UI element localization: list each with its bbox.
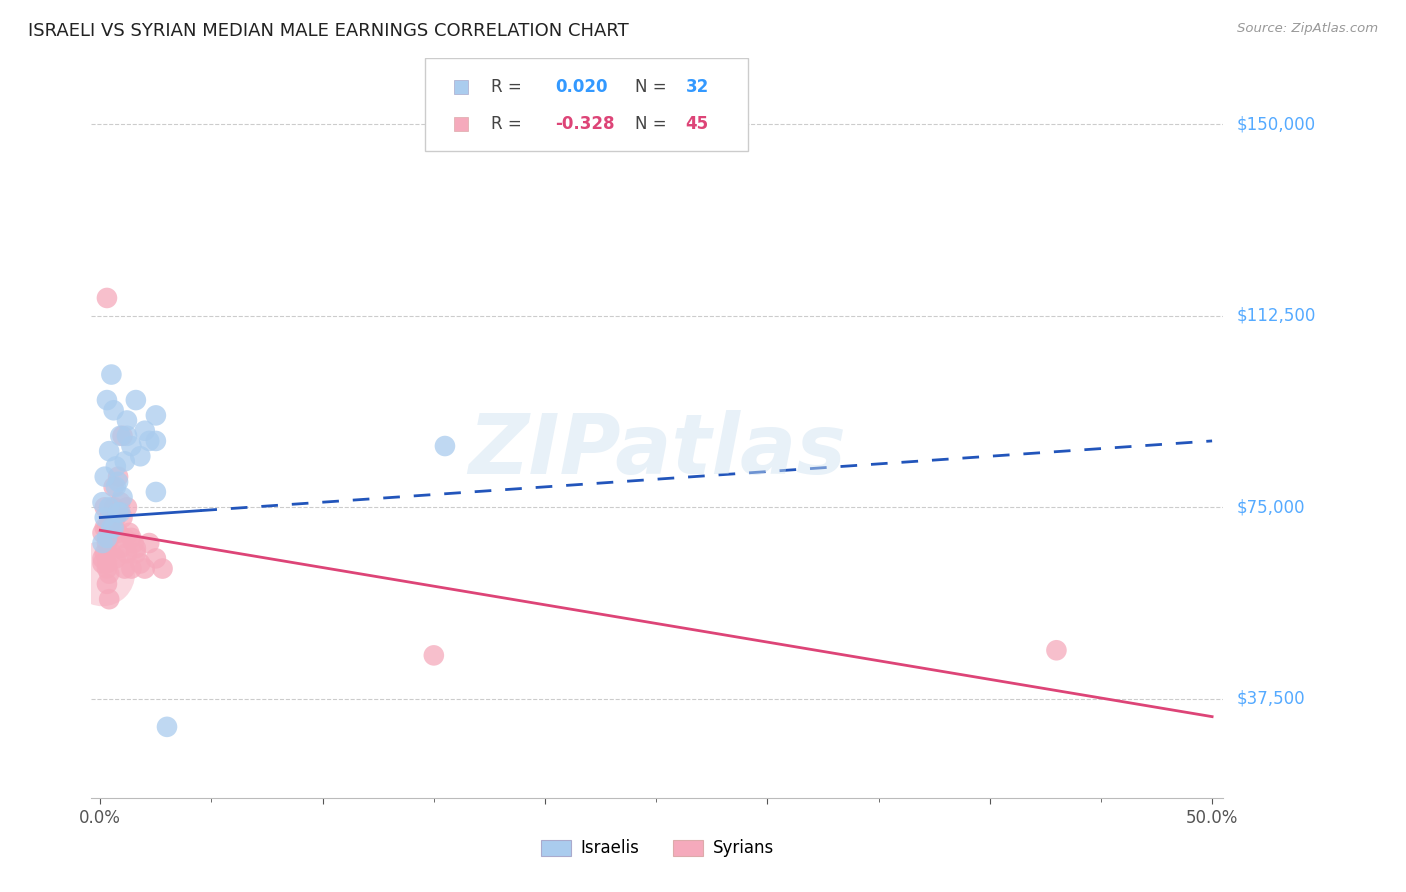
Text: ISRAELI VS SYRIAN MEDIAN MALE EARNINGS CORRELATION CHART: ISRAELI VS SYRIAN MEDIAN MALE EARNINGS C… <box>28 22 628 40</box>
Text: 32: 32 <box>686 78 709 96</box>
Point <box>111 429 134 443</box>
Point <box>145 485 167 500</box>
Point <box>156 720 179 734</box>
Point <box>104 551 127 566</box>
Point <box>100 516 122 530</box>
Point <box>120 439 142 453</box>
Text: $150,000: $150,000 <box>1237 115 1316 134</box>
Point <box>93 500 115 515</box>
Point <box>107 505 129 519</box>
Point <box>145 551 167 566</box>
Point <box>103 500 125 515</box>
Point <box>129 557 152 571</box>
Point <box>91 557 114 571</box>
Point <box>129 449 152 463</box>
Text: $112,500: $112,500 <box>1237 307 1316 325</box>
Point <box>96 291 118 305</box>
Point <box>96 577 118 591</box>
Point <box>91 566 114 581</box>
Point <box>433 439 456 453</box>
Point <box>96 393 118 408</box>
Point <box>93 469 115 483</box>
Point <box>93 546 115 560</box>
Point <box>103 480 125 494</box>
Text: R =: R = <box>491 78 527 96</box>
Point <box>98 531 121 545</box>
Point <box>96 531 118 545</box>
FancyBboxPatch shape <box>425 58 748 151</box>
Point <box>91 536 114 550</box>
Point <box>110 429 132 443</box>
Point <box>93 521 115 535</box>
Point <box>98 566 121 581</box>
Text: R =: R = <box>491 115 527 133</box>
Legend: Israelis, Syrians: Israelis, Syrians <box>534 833 780 864</box>
Point <box>152 561 174 575</box>
Point <box>1045 643 1067 657</box>
Point <box>138 536 160 550</box>
Point <box>100 521 122 535</box>
Text: Source: ZipAtlas.com: Source: ZipAtlas.com <box>1237 22 1378 36</box>
Point <box>96 557 118 571</box>
Text: N =: N = <box>634 115 672 133</box>
Point <box>98 444 121 458</box>
Point <box>120 561 142 575</box>
Point <box>125 546 148 560</box>
Point <box>96 536 118 550</box>
Point <box>91 525 114 540</box>
Point <box>115 413 138 427</box>
Point <box>134 424 156 438</box>
Point <box>110 505 132 519</box>
Text: ZIPatlas: ZIPatlas <box>468 409 846 491</box>
Point <box>115 546 138 560</box>
Point <box>114 454 136 468</box>
Point <box>111 510 134 524</box>
Point <box>122 536 145 550</box>
Point <box>107 475 129 489</box>
Point <box>114 531 136 545</box>
Point <box>98 592 121 607</box>
Point <box>103 403 125 417</box>
Point <box>125 393 148 408</box>
Point <box>100 546 122 560</box>
Text: $37,500: $37,500 <box>1237 690 1306 707</box>
Point <box>111 490 134 504</box>
Point <box>103 521 125 535</box>
Point <box>104 459 127 474</box>
Point <box>100 368 122 382</box>
Point <box>98 510 121 524</box>
Point <box>98 500 121 515</box>
Point <box>125 541 148 556</box>
Point <box>118 525 141 540</box>
Point <box>91 495 114 509</box>
Point <box>107 525 129 540</box>
Point <box>145 434 167 448</box>
Point <box>145 409 167 423</box>
Point <box>96 561 118 575</box>
Point <box>110 541 132 556</box>
Text: $75,000: $75,000 <box>1237 499 1306 516</box>
Point <box>423 648 446 663</box>
Text: 45: 45 <box>686 115 709 133</box>
Point <box>96 521 118 535</box>
Text: N =: N = <box>634 78 672 96</box>
Point <box>104 510 127 524</box>
Point <box>120 531 142 545</box>
Point <box>104 480 127 494</box>
Point <box>115 500 138 515</box>
Point <box>107 469 129 483</box>
Point <box>138 434 160 448</box>
Text: -0.328: -0.328 <box>555 115 614 133</box>
Text: 0.020: 0.020 <box>555 78 607 96</box>
Point <box>93 510 115 524</box>
Point <box>115 429 138 443</box>
Point <box>110 495 132 509</box>
Point <box>114 561 136 575</box>
Point <box>134 561 156 575</box>
Point <box>91 551 114 566</box>
